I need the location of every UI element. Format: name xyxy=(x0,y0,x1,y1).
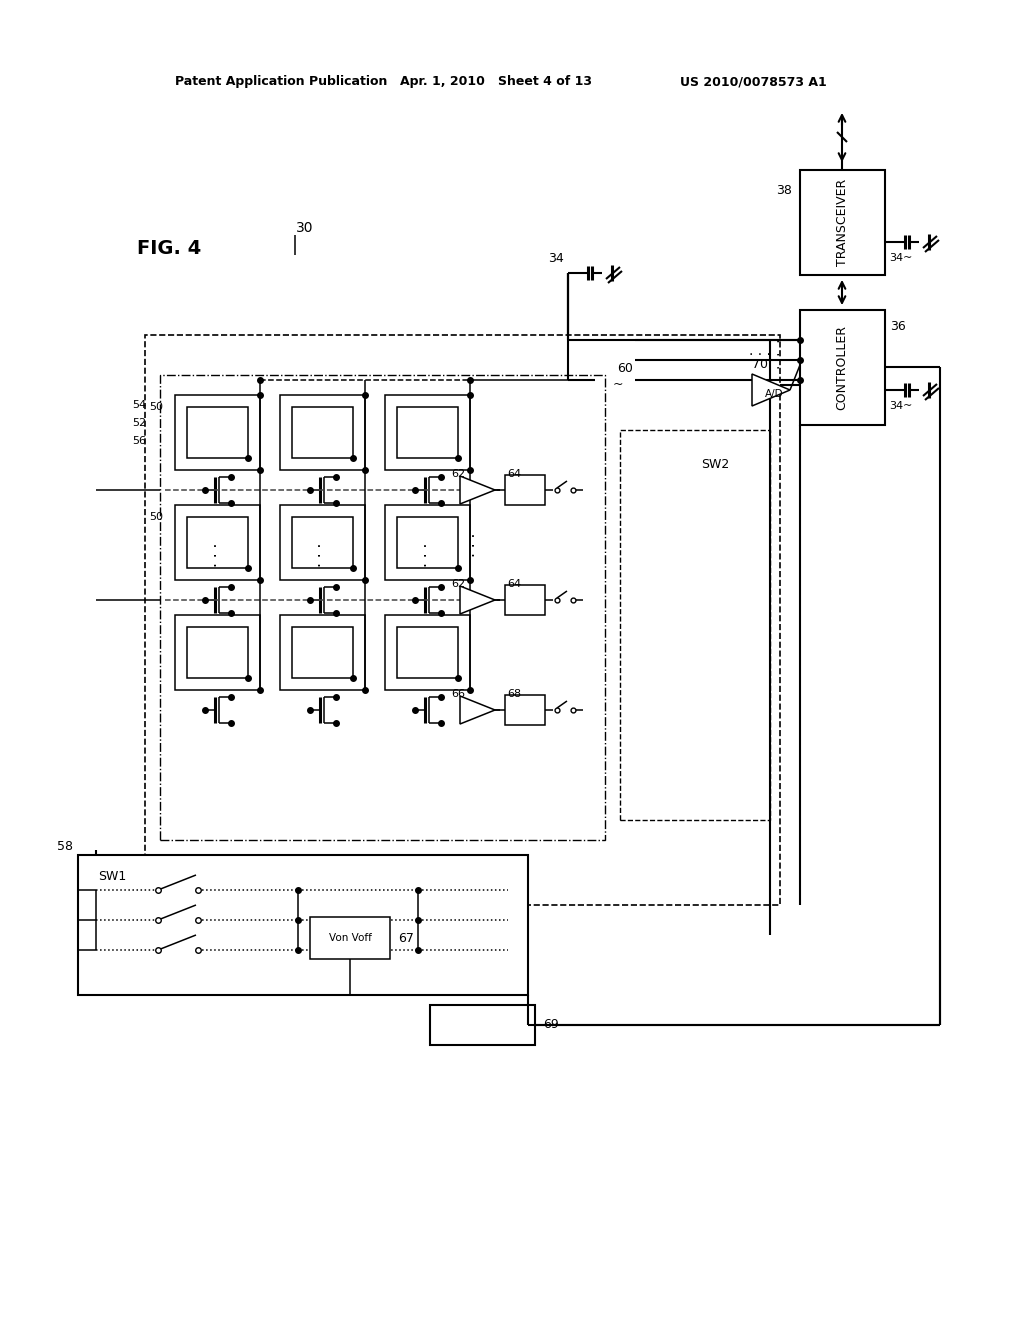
Bar xyxy=(280,506,365,579)
Bar xyxy=(385,395,470,470)
Text: FIG. 4: FIG. 4 xyxy=(137,239,202,257)
Bar xyxy=(800,170,885,275)
Text: 34~: 34~ xyxy=(889,401,912,411)
Text: ·  ·  ·: · · · xyxy=(773,339,787,370)
Text: Von Voff: Von Voff xyxy=(329,933,372,942)
Bar xyxy=(385,506,470,579)
Text: 60: 60 xyxy=(617,362,633,375)
Text: CONTROLLER: CONTROLLER xyxy=(836,325,849,409)
Text: · · ·: · · · xyxy=(750,348,771,362)
Bar xyxy=(160,375,605,840)
Text: 69: 69 xyxy=(543,1019,559,1031)
Text: ~: ~ xyxy=(613,378,624,391)
Text: Patent Application Publication: Patent Application Publication xyxy=(175,75,387,88)
Bar xyxy=(620,430,770,820)
Bar xyxy=(505,696,545,725)
Bar xyxy=(187,627,248,678)
Text: 56: 56 xyxy=(132,436,146,446)
Text: US 2010/0078573 A1: US 2010/0078573 A1 xyxy=(680,75,826,88)
Text: A/D: A/D xyxy=(765,389,783,399)
Bar xyxy=(397,627,458,678)
Bar xyxy=(292,517,353,568)
Polygon shape xyxy=(460,586,495,614)
Text: 64: 64 xyxy=(507,469,521,479)
Bar xyxy=(385,615,470,690)
Bar xyxy=(292,627,353,678)
Text: 68: 68 xyxy=(507,689,521,700)
Text: 54: 54 xyxy=(132,400,146,411)
Bar xyxy=(397,517,458,568)
Text: 62: 62 xyxy=(451,579,465,589)
Text: 64: 64 xyxy=(507,579,521,589)
Text: 30: 30 xyxy=(296,220,313,235)
Text: 34: 34 xyxy=(548,252,564,264)
Bar xyxy=(397,407,458,458)
Text: 34~: 34~ xyxy=(889,253,912,263)
Polygon shape xyxy=(460,477,495,504)
Text: · · ·: · · · xyxy=(210,543,224,568)
Text: · · ·: · · · xyxy=(420,543,434,568)
Polygon shape xyxy=(460,696,495,723)
Text: · · ·: · · · xyxy=(314,543,330,568)
Text: 50: 50 xyxy=(150,403,163,412)
Text: 36: 36 xyxy=(890,319,906,333)
Text: SW2: SW2 xyxy=(700,458,729,471)
Bar xyxy=(175,506,260,579)
Bar xyxy=(78,855,528,995)
Bar xyxy=(800,310,885,425)
Text: SW1: SW1 xyxy=(98,870,126,883)
Text: 66: 66 xyxy=(451,689,465,700)
Text: Apr. 1, 2010   Sheet 4 of 13: Apr. 1, 2010 Sheet 4 of 13 xyxy=(400,75,592,88)
Text: 50: 50 xyxy=(150,512,163,521)
Bar xyxy=(175,395,260,470)
Bar xyxy=(505,475,545,506)
Text: 58: 58 xyxy=(57,841,73,854)
Polygon shape xyxy=(752,374,790,407)
Text: 70: 70 xyxy=(752,358,768,371)
Bar xyxy=(187,407,248,458)
Text: TRANSCEIVER: TRANSCEIVER xyxy=(836,178,849,265)
Text: 52: 52 xyxy=(132,418,146,428)
Bar xyxy=(292,407,353,458)
Bar xyxy=(280,395,365,470)
Text: 67: 67 xyxy=(398,932,414,945)
Text: 38: 38 xyxy=(776,183,792,197)
Bar xyxy=(430,1005,535,1045)
Text: · · ·: · · · xyxy=(468,533,482,557)
Bar xyxy=(280,615,365,690)
Bar xyxy=(505,585,545,615)
Bar xyxy=(145,335,780,906)
Bar xyxy=(175,615,260,690)
Bar xyxy=(187,517,248,568)
Bar xyxy=(310,917,390,960)
Text: 62: 62 xyxy=(451,469,465,479)
